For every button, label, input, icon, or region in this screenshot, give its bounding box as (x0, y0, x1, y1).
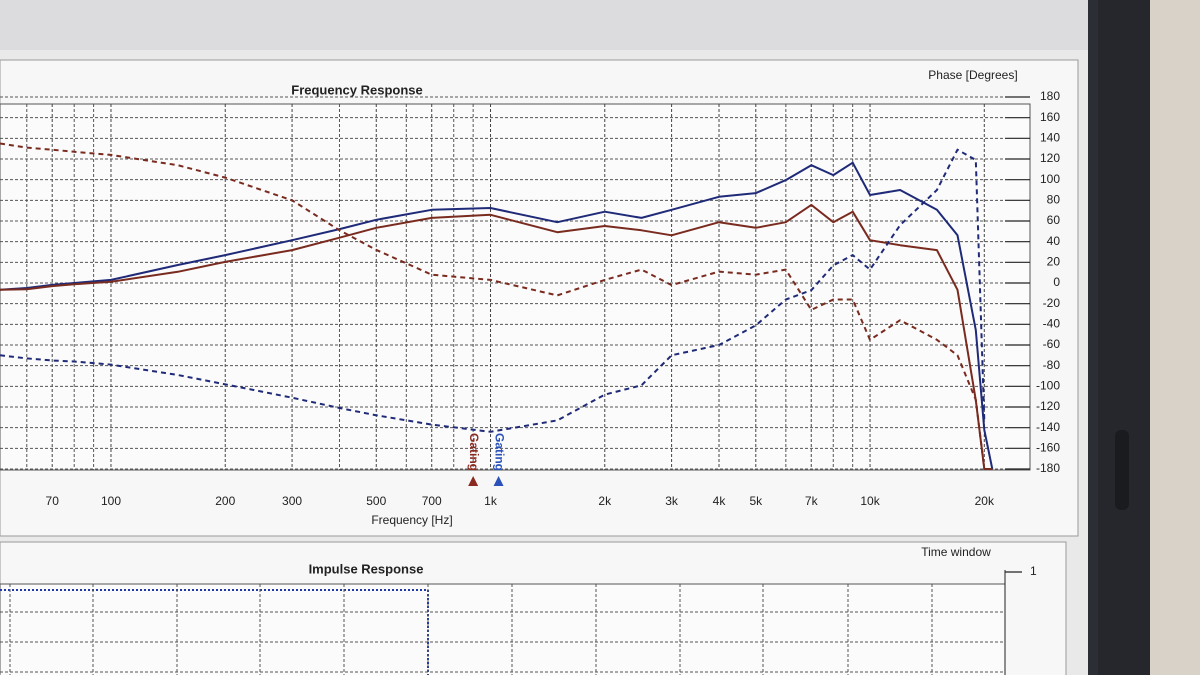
magnitude-line (0, 161, 994, 470)
grid (0, 96, 1005, 470)
y2-tick-label: 100 (1040, 172, 1060, 186)
y2-tick-label: -100 (1036, 379, 1060, 393)
gating-label: Gating (492, 433, 506, 471)
toolbar (0, 0, 1088, 50)
x-tick-label: 1k (484, 494, 498, 508)
y2-tick-label: -180 (1036, 461, 1060, 475)
impulse-grid (0, 584, 1005, 675)
y2-axis-title: Phase [Degrees] (928, 68, 1017, 82)
room-background (1150, 0, 1200, 675)
bezel-edge (1098, 0, 1150, 675)
y-tick-label: 1 (1030, 564, 1037, 578)
y2-tick-label: 80 (1047, 193, 1061, 207)
x-tick-label: 10k (860, 494, 880, 508)
phase-line (0, 148, 986, 433)
chart-title: Impulse Response (309, 561, 424, 576)
y2-tick-label: -20 (1043, 296, 1061, 310)
y2-tick-label: -160 (1036, 441, 1060, 455)
y2-tick-label: -60 (1043, 337, 1061, 351)
y2-tick-label: -120 (1036, 399, 1060, 413)
y2-tick-label: 60 (1047, 213, 1061, 227)
x-tick-label: 4k (713, 494, 727, 508)
gating-label: Gating (467, 433, 481, 471)
x-tick-label: 20k (975, 494, 995, 508)
y2-tick-label: 40 (1047, 234, 1061, 248)
y2-tick-label: 120 (1040, 151, 1060, 165)
x-tick-label: 5k (749, 494, 763, 508)
bezel-button (1115, 430, 1129, 510)
x-tick-label: 300 (282, 494, 302, 508)
x-tick-label: 500 (366, 494, 386, 508)
y2-tick-label: 20 (1047, 255, 1061, 269)
x-axis-title: Frequency [Hz] (371, 513, 452, 527)
y2-tick-label: 160 (1040, 110, 1060, 124)
gating-marker (493, 476, 504, 486)
y2-tick-label: -40 (1043, 317, 1061, 331)
x-tick-label: 200 (215, 494, 235, 508)
x-tick-label: 7k (805, 494, 819, 508)
x-tick-label: 700 (422, 494, 442, 508)
chart-title: Frequency Response (291, 82, 423, 97)
y2-tick-label: -80 (1043, 358, 1061, 372)
magnitude-line (0, 203, 993, 470)
y2-tick-label: 0 (1053, 275, 1060, 289)
x-tick-label: 70 (46, 494, 60, 508)
x-tick-label: 2k (598, 494, 612, 508)
gating-marker (468, 476, 479, 486)
y2-tick-label: -140 (1036, 420, 1060, 434)
y2-axis-title: Time window (921, 545, 991, 559)
x-tick-label: 3k (665, 494, 679, 508)
y2-tick-label: 140 (1040, 131, 1060, 145)
x-tick-label: 100 (101, 494, 121, 508)
y2-tick-label: 180 (1040, 89, 1060, 103)
phase-line (0, 142, 986, 470)
impulse-plot-area (0, 583, 1006, 675)
